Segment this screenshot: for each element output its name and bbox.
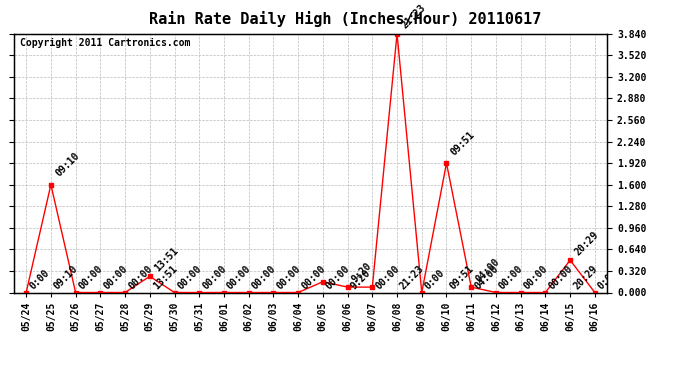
Text: 21:23: 21:23 (400, 3, 427, 30)
Text: 00:00: 00:00 (299, 263, 327, 291)
Text: 00:00: 00:00 (275, 263, 302, 291)
Text: 00:00: 00:00 (373, 263, 402, 291)
Text: 09:51: 09:51 (448, 263, 475, 291)
Text: 04:00: 04:00 (474, 256, 502, 284)
Text: Copyright 2011 Cartronics.com: Copyright 2011 Cartronics.com (20, 38, 190, 48)
Text: 00:00: 00:00 (201, 263, 228, 291)
Text: 00:00: 00:00 (522, 263, 550, 291)
Text: 00:00: 00:00 (77, 263, 105, 291)
Text: 21:23: 21:23 (398, 263, 426, 291)
Text: 00:00: 00:00 (225, 263, 253, 291)
Text: 09:10: 09:10 (53, 150, 81, 178)
Text: 00:00: 00:00 (324, 263, 352, 291)
Text: 20:29: 20:29 (573, 230, 600, 258)
Text: 00:00: 00:00 (497, 263, 525, 291)
Text: 9:20: 9:20 (349, 267, 373, 291)
Text: 0:00: 0:00 (423, 267, 446, 291)
Text: 00:00: 00:00 (546, 263, 575, 291)
Text: 09:51: 09:51 (449, 130, 477, 158)
Text: 00:00: 00:00 (126, 263, 154, 291)
Text: 0:00: 0:00 (28, 267, 51, 291)
Text: Rain Rate Daily High (Inches/Hour) 20110617: Rain Rate Daily High (Inches/Hour) 20110… (149, 11, 541, 27)
Text: 20:29: 20:29 (571, 263, 599, 291)
Text: 04:00: 04:00 (473, 263, 500, 291)
Text: 13:51: 13:51 (151, 263, 179, 291)
Text: 09:10: 09:10 (52, 263, 80, 291)
Text: 00:00: 00:00 (250, 263, 278, 291)
Text: 9:20: 9:20 (350, 261, 374, 284)
Text: 0:00: 0:00 (596, 267, 620, 291)
Text: 00:00: 00:00 (176, 263, 204, 291)
Text: 00:00: 00:00 (101, 263, 130, 291)
Text: 13:51: 13:51 (152, 246, 180, 274)
